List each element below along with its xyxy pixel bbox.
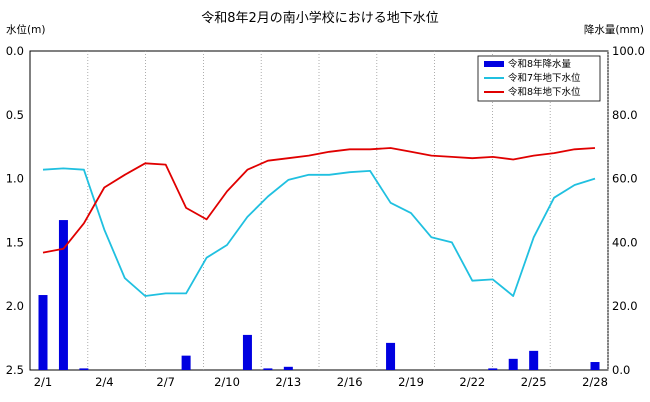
y-right-tick-label: 100.0	[612, 44, 645, 58]
line-r8-water-level	[42, 147, 596, 254]
x-tick-label: 2/13	[275, 375, 301, 389]
water-level-lines	[42, 147, 596, 297]
x-tick-label: 2/10	[214, 375, 240, 389]
precip-bar	[488, 368, 498, 370]
y-right-tick-label: 60.0	[612, 172, 638, 186]
chart-title: 令和8年2月の南小学校における地下水位	[201, 10, 439, 26]
y-left-tick-label: 1.0	[6, 172, 24, 186]
precip-bar	[79, 368, 89, 370]
x-tick-label: 2/7	[156, 375, 175, 389]
y-right-tick-label: 20.0	[612, 299, 638, 313]
y-right-label: 降水量(mm)	[584, 23, 644, 36]
precip-bar	[181, 355, 191, 370]
x-tick-label: 2/16	[337, 375, 363, 389]
x-tick-label: 2/1	[34, 375, 53, 389]
y-right-tick-label: 80.0	[612, 108, 638, 122]
y-left-tick-label: 2.0	[6, 299, 24, 313]
line-r7-water-level	[42, 167, 596, 297]
axis-ticks: 0.0 0.5 1.0 1.5 2.0 2.5 0.0 20.0 40.0 60.0 80.0 100…	[6, 44, 645, 389]
precip-bar	[386, 342, 396, 370]
y-left-tick-label: 1.5	[6, 235, 24, 249]
legend-label-r8: 令和8年地下水位	[508, 86, 581, 98]
precip-bar	[263, 368, 273, 370]
precip-bar	[58, 220, 68, 370]
grid	[87, 51, 609, 370]
legend: 令和8年降水量 令和7年地下水位 令和8年地下水位	[477, 55, 601, 102]
y-left-tick-label: 2.5	[6, 363, 24, 377]
y-right-tick-label: 40.0	[612, 235, 638, 249]
x-tick-label: 2/4	[95, 375, 114, 389]
y-left-tick-label: 0.0	[6, 44, 24, 58]
y-left-label: 水位(m)	[6, 23, 45, 36]
legend-swatch-precip	[484, 61, 504, 67]
precip-bar	[508, 358, 518, 370]
x-tick-label: 2/19	[398, 375, 424, 389]
legend-label-r7: 令和7年地下水位	[508, 72, 581, 84]
x-tick-label: 2/22	[459, 375, 485, 389]
precip-bar	[590, 362, 600, 370]
legend-label-precip: 令和8年降水量	[508, 58, 572, 70]
precip-bar	[38, 295, 48, 370]
y-left-tick-label: 0.5	[6, 108, 24, 122]
precipitation-bars	[38, 220, 600, 370]
precip-bar	[529, 350, 539, 370]
y-right-tick-label: 0.0	[612, 363, 630, 377]
precip-bar	[242, 334, 252, 370]
x-tick-label: 2/28	[582, 375, 608, 389]
x-tick-label: 2/25	[521, 375, 547, 389]
precip-bar	[283, 366, 293, 370]
